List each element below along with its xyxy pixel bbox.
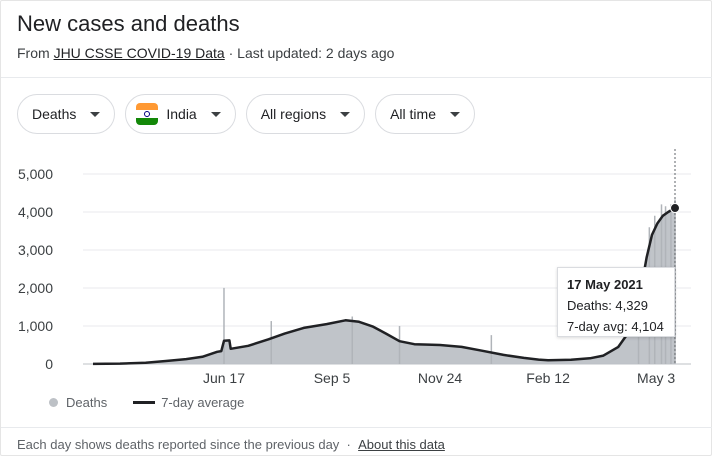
timeframe-label: All time xyxy=(390,106,436,122)
x-tick-label: May 3 xyxy=(637,370,675,386)
header-divider xyxy=(1,77,712,78)
about-data-link[interactable]: About this data xyxy=(358,437,445,452)
country-label: India xyxy=(166,106,197,122)
footer-separator: · xyxy=(346,437,351,452)
x-tick-label: Nov 24 xyxy=(418,370,463,386)
x-axis-ticks: Jun 17 Sep 5 Nov 24 Feb 12 May 3 xyxy=(203,370,675,386)
region-label: All regions xyxy=(260,106,327,122)
y-tick-label: 0 xyxy=(45,356,53,372)
chevron-down-icon xyxy=(90,111,101,117)
x-tick-label: Feb 12 xyxy=(526,370,570,386)
last-updated: · Last updated: 2 days ago xyxy=(224,45,395,61)
metric-dropdown[interactable]: Deaths xyxy=(17,94,116,134)
footer: Each day shows deaths reported since the… xyxy=(17,437,445,452)
timeframe-dropdown[interactable]: All time xyxy=(375,94,475,134)
metric-label: Deaths xyxy=(32,106,77,122)
source-prefix: From xyxy=(17,45,54,61)
tooltip-date: 17 May 2021 xyxy=(567,277,643,292)
source-link[interactable]: JHU CSSE COVID-19 Data xyxy=(53,45,225,61)
y-tick-label: 5,000 xyxy=(18,166,53,182)
y-tick-label: 1,000 xyxy=(18,318,53,334)
hover-marker xyxy=(670,149,680,364)
source-line: From JHU CSSE COVID-19 Data · Last updat… xyxy=(17,45,394,61)
country-dropdown[interactable]: India xyxy=(125,94,236,134)
x-tick-label: Sep 5 xyxy=(314,370,351,386)
y-axis-ticks: 5,000 4,000 3,000 2,000 1,000 0 xyxy=(18,166,53,372)
chevron-down-icon xyxy=(450,111,460,117)
average-legend-swatch xyxy=(133,400,156,404)
deaths-legend-swatch xyxy=(49,397,58,407)
average-legend-label: 7-day average xyxy=(161,394,245,410)
filter-bar: Deaths India All regions All time xyxy=(17,94,475,134)
chevron-down-icon xyxy=(210,111,221,117)
y-tick-label: 2,000 xyxy=(18,280,53,296)
region-dropdown[interactable]: All regions xyxy=(245,94,366,134)
footer-divider xyxy=(1,427,712,428)
y-tick-label: 3,000 xyxy=(18,242,53,258)
x-tick-label: Jun 17 xyxy=(203,370,245,386)
footer-note: Each day shows deaths reported since the… xyxy=(17,437,340,452)
y-tick-label: 4,000 xyxy=(18,204,53,220)
page-title: New cases and deaths xyxy=(17,11,240,36)
chevron-down-icon xyxy=(340,111,351,117)
chart-legend: Deaths 7-day average xyxy=(49,393,244,411)
tooltip-average: 7-day avg: 4,104 xyxy=(567,319,664,334)
tooltip-deaths: Deaths: 4,329 xyxy=(567,298,648,313)
hover-point xyxy=(670,203,680,214)
india-flag-icon xyxy=(136,103,159,125)
data-tooltip: 17 May 2021 Deaths: 4,329 7-day avg: 4,1… xyxy=(557,267,675,337)
deaths-legend-label: Deaths xyxy=(66,394,108,410)
